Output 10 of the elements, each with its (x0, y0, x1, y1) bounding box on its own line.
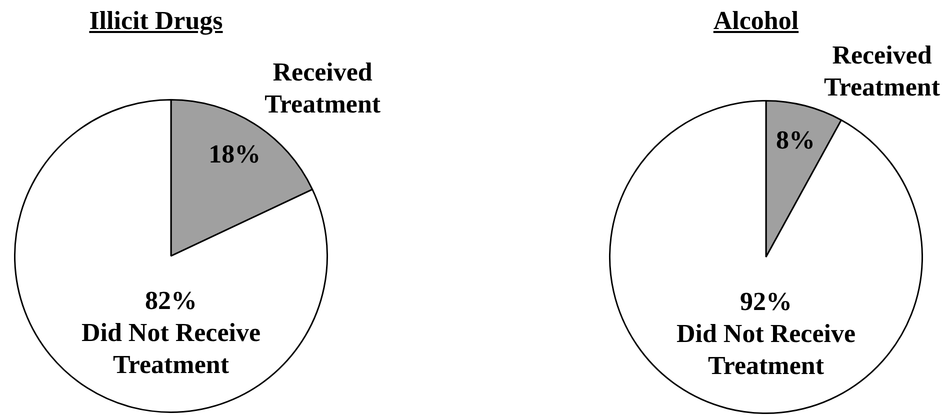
slice-label: Did Not Receive Treatment (676, 318, 856, 380)
data-label: 18% (208, 139, 261, 168)
slice-label: Received Treatment (824, 40, 940, 102)
data-label: 8% (776, 126, 816, 155)
chart-title: Alcohol (713, 6, 799, 35)
data-label: 82% (145, 286, 197, 315)
chart-title: Illicit Drugs (89, 6, 223, 35)
slice-label: Received Treatment (264, 58, 381, 119)
slice-label: Did Not Receive Treatment (81, 318, 261, 379)
data-label: 92% (740, 286, 792, 316)
